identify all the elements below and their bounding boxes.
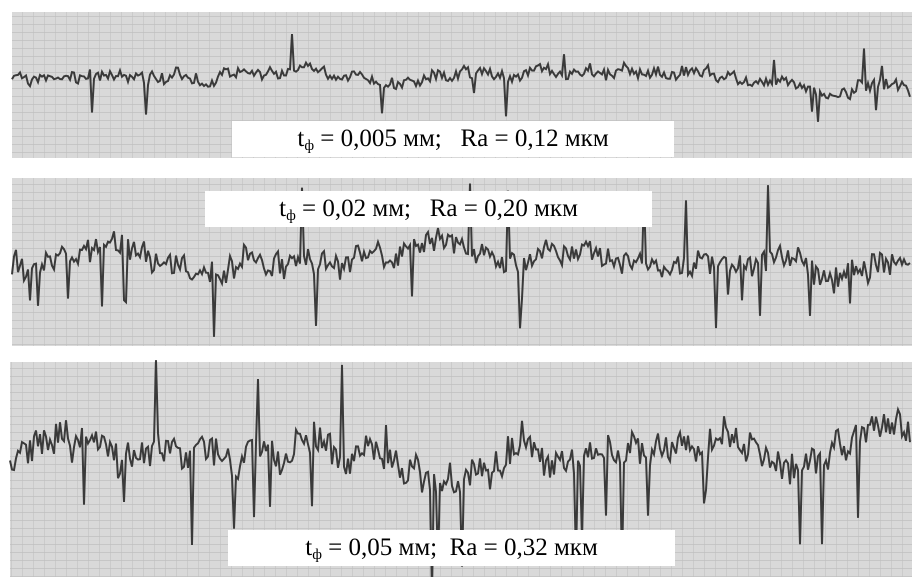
label: tф = 0,05 мм; Ra = 0,32 мкм (228, 530, 675, 566)
label-text: = 0,005 мм; Ra = 0,12 мкм (314, 125, 609, 152)
label: tф = 0,005 мм; Ra = 0,12 мкм (232, 121, 674, 157)
traces (9, 34, 911, 577)
label: tф = 0,02 мм; Ra = 0,20 мкм (205, 191, 652, 227)
subscript: ф (304, 138, 315, 154)
symbol: t (305, 534, 313, 561)
symbol: t (279, 195, 287, 222)
subscript: ф (312, 547, 322, 563)
label-text: = 0,05 мм; Ra = 0,32 мкм (321, 534, 598, 561)
symbol: t (297, 125, 305, 152)
subscript: ф (286, 208, 296, 224)
trace (11, 183, 911, 337)
trace (9, 360, 911, 577)
label-text: = 0,02 мм; Ra = 0,20 мкм (295, 195, 578, 222)
trace (11, 34, 911, 122)
